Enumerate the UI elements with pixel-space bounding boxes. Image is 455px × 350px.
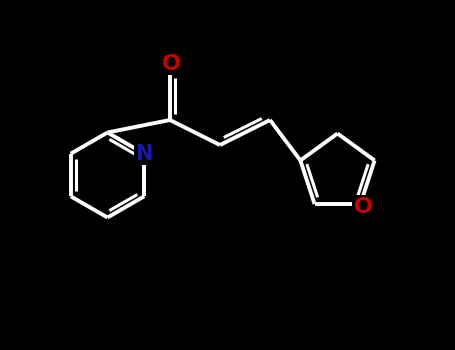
- Text: N: N: [136, 144, 153, 164]
- Text: O: O: [354, 197, 373, 217]
- Text: O: O: [162, 54, 181, 74]
